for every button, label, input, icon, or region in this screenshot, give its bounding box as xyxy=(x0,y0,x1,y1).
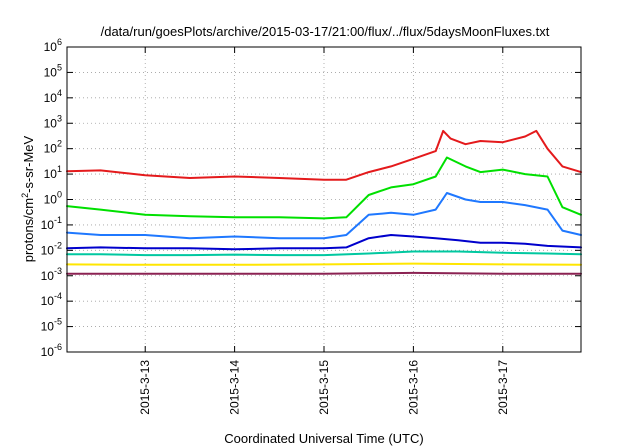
series-line xyxy=(66,156,582,220)
y-tick-label: 10-6 xyxy=(41,342,62,359)
y-tick-exponent: 2 xyxy=(57,139,62,149)
y-tick-base: 10 xyxy=(44,193,58,207)
y-tick-exponent: 1 xyxy=(57,164,62,174)
y-tick-base: 10 xyxy=(44,91,58,105)
x-axis-label: Coordinated Universal Time (UTC) xyxy=(224,431,423,446)
x-tick-label: 2015-3-16 xyxy=(406,360,420,415)
series-line xyxy=(66,234,582,251)
y-tick-label: 106 xyxy=(44,37,62,54)
series-lines xyxy=(66,129,582,275)
series-line xyxy=(66,271,582,275)
x-tick-label: 2015-3-15 xyxy=(317,360,331,415)
y-tick-label: 10-3 xyxy=(41,266,62,283)
y-tick-label: 104 xyxy=(44,88,62,105)
y-tick-base: 10 xyxy=(44,65,58,79)
x-tick-label: 2015-3-13 xyxy=(138,360,152,415)
series-line xyxy=(66,250,582,257)
y-tick-exponent: 6 xyxy=(57,37,62,47)
y-axis-label-part: -s-sr-MeV xyxy=(21,135,36,192)
y-tick-base: 10 xyxy=(41,218,55,232)
y-tick-exponent: -6 xyxy=(54,342,62,352)
y-tick-label: 101 xyxy=(44,164,62,181)
y-tick-exponent: 0 xyxy=(57,190,62,200)
y-tick-base: 10 xyxy=(41,269,55,283)
y-tick-exponent: -2 xyxy=(54,240,62,250)
y-tick-exponent: -4 xyxy=(54,291,62,301)
y-tick-label: 102 xyxy=(44,139,62,156)
y-tick-base: 10 xyxy=(41,345,55,359)
y-tick-label: 103 xyxy=(44,113,62,130)
y-tick-exponent: -1 xyxy=(54,215,62,225)
y-tick-base: 10 xyxy=(41,243,55,257)
series-line xyxy=(66,129,582,181)
x-tick-label: 2015-3-14 xyxy=(228,360,242,415)
series-line xyxy=(66,262,582,266)
y-tick-labels: 10-610-510-410-310-210-11001011021031041… xyxy=(41,37,62,359)
y-axis-label: protons/cm2-s-sr-MeV xyxy=(20,135,36,262)
y-tick-exponent: 3 xyxy=(57,113,62,123)
y-tick-base: 10 xyxy=(44,116,58,130)
y-tick-base: 10 xyxy=(41,294,55,308)
y-axis-label-superscript: 2 xyxy=(20,193,30,198)
y-tick-exponent: 5 xyxy=(57,62,62,72)
y-tick-label: 10-1 xyxy=(41,215,62,232)
y-tick-label: 10-4 xyxy=(41,291,62,308)
x-tick-label: 2015-3-17 xyxy=(496,360,510,415)
series-line xyxy=(66,192,582,240)
y-tick-label: 10-5 xyxy=(41,317,62,334)
y-tick-exponent: -3 xyxy=(54,266,62,276)
y-axis-label-part: protons/cm xyxy=(21,198,36,262)
chart-title: /data/run/goesPlots/archive/2015-03-17/2… xyxy=(101,24,550,39)
x-tick-labels: 2015-3-13 2015-3-14 2015-3-15 2015-3-16 2015… xyxy=(138,360,510,415)
y-tick-base: 10 xyxy=(44,142,58,156)
y-tick-exponent: 4 xyxy=(57,88,62,98)
y-tick-label: 10-2 xyxy=(41,240,62,257)
y-tick-label: 100 xyxy=(44,190,62,207)
y-tick-exponent: -5 xyxy=(54,317,62,327)
y-tick-base: 10 xyxy=(41,320,55,334)
axis-ticks xyxy=(67,46,581,353)
grid-lines xyxy=(67,47,581,352)
y-tick-base: 10 xyxy=(44,167,58,181)
y-tick-base: 10 xyxy=(44,40,58,54)
y-tick-label: 105 xyxy=(44,62,62,79)
